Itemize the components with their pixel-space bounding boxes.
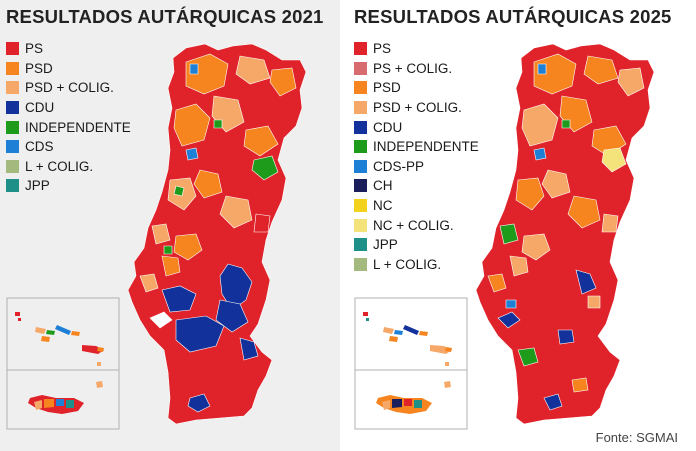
legend-2021: PS PSD PSD + COLIG. CDU INDEPENDENTE CDS… xyxy=(6,39,131,196)
legend-label: INDEPENDENTE xyxy=(373,139,479,155)
legend-item: NC xyxy=(354,196,479,216)
legend-label: CDS-PP xyxy=(373,158,425,174)
legend-swatch xyxy=(6,81,19,95)
madeira-inset-frame xyxy=(6,369,120,430)
legend-label: PSD xyxy=(25,60,53,76)
legend-swatch xyxy=(354,120,367,134)
legend-label: NC + COLIG. xyxy=(373,217,454,233)
legend-swatch xyxy=(6,120,19,134)
legend-item: PS xyxy=(6,39,131,59)
legend-label: L + COLIG. xyxy=(25,158,94,174)
legend-swatch xyxy=(354,238,367,252)
legend-2025: PS PS + COLIG. PSD PSD + COLIG. CDU INDE… xyxy=(354,39,479,274)
azores-inset-frame xyxy=(6,297,120,371)
portugal-map-2021 xyxy=(6,43,307,430)
legend-item: JPP xyxy=(6,176,131,196)
azores-inset-frame xyxy=(354,297,468,371)
legend-item: PSD + COLIG. xyxy=(354,98,479,118)
azores-islands xyxy=(15,312,104,366)
legend-swatch xyxy=(6,159,19,173)
legend-item: CDU xyxy=(354,117,479,137)
legend-item: PSD + COLIG. xyxy=(6,78,131,98)
legend-swatch xyxy=(354,257,367,271)
madeira-inset-frame xyxy=(354,369,468,430)
legend-label: PS xyxy=(373,41,392,57)
azores-islands xyxy=(363,312,452,366)
legend-swatch xyxy=(354,42,367,56)
legend-item: L + COLIG. xyxy=(6,157,131,177)
legend-label: PS xyxy=(25,41,44,57)
legend-swatch xyxy=(354,140,367,154)
legend-item: CDS-PP xyxy=(354,157,479,177)
legend-item: L + COLIG. xyxy=(354,255,479,275)
municipality-fills-2025 xyxy=(487,53,645,411)
legend-swatch xyxy=(354,218,367,232)
legend-swatch xyxy=(354,101,367,115)
legend-item: INDEPENDENTE xyxy=(6,117,131,137)
legend-item: CDU xyxy=(6,98,131,118)
map-title: RESULTADOS AUTÁRQUICAS 2025 xyxy=(354,6,672,27)
map-panel-2025: RESULTADOS AUTÁRQUICAS 2025 PS PS + COLI… xyxy=(348,0,688,451)
legend-swatch xyxy=(6,140,19,154)
legend-swatch xyxy=(354,199,367,213)
legend-label: PSD xyxy=(373,80,401,96)
legend-label: JPP xyxy=(25,178,50,194)
legend-label: CDS xyxy=(25,139,54,155)
legend-label: INDEPENDENTE xyxy=(25,119,131,135)
legend-label: PS + COLIG. xyxy=(373,60,453,76)
legend-label: PSD + COLIG. xyxy=(25,80,114,96)
portugal-map-2025 xyxy=(354,43,655,430)
legend-label: CDU xyxy=(25,100,55,116)
legend-label: NC xyxy=(373,198,393,214)
source-credit: Fonte: SGMAI xyxy=(595,430,678,445)
madeira-islands xyxy=(28,381,103,414)
legend-label: CH xyxy=(373,178,393,194)
legend-swatch xyxy=(6,179,19,193)
legend-label: PSD + COLIG. xyxy=(373,100,462,116)
legend-item: INDEPENDENTE xyxy=(354,137,479,157)
legend-label: JPP xyxy=(373,237,398,253)
legend-swatch xyxy=(6,101,19,115)
legend-swatch xyxy=(354,61,367,75)
legend-item: PSD xyxy=(354,78,479,98)
madeira-islands xyxy=(376,381,451,414)
legend-item: CDS xyxy=(6,137,131,157)
legend-item: JPP xyxy=(354,235,479,255)
legend-item: NC + COLIG. xyxy=(354,215,479,235)
legend-label: CDU xyxy=(373,119,403,135)
legend-swatch xyxy=(6,42,19,56)
map-title: RESULTADOS AUTÁRQUICAS 2021 xyxy=(6,6,324,27)
legend-swatch xyxy=(354,81,367,95)
legend-swatch xyxy=(354,179,367,193)
legend-item: PS + COLIG. xyxy=(354,59,479,79)
legend-item: PSD xyxy=(6,59,131,79)
municipality-fills-2021 xyxy=(139,53,297,413)
legend-swatch xyxy=(6,61,19,75)
legend-item: CH xyxy=(354,176,479,196)
map-panel-2021: RESULTADOS AUTÁRQUICAS 2021 PS PSD PSD +… xyxy=(0,0,340,451)
legend-label: L + COLIG. xyxy=(373,256,442,272)
legend-swatch xyxy=(354,159,367,173)
legend-item: PS xyxy=(354,39,479,59)
